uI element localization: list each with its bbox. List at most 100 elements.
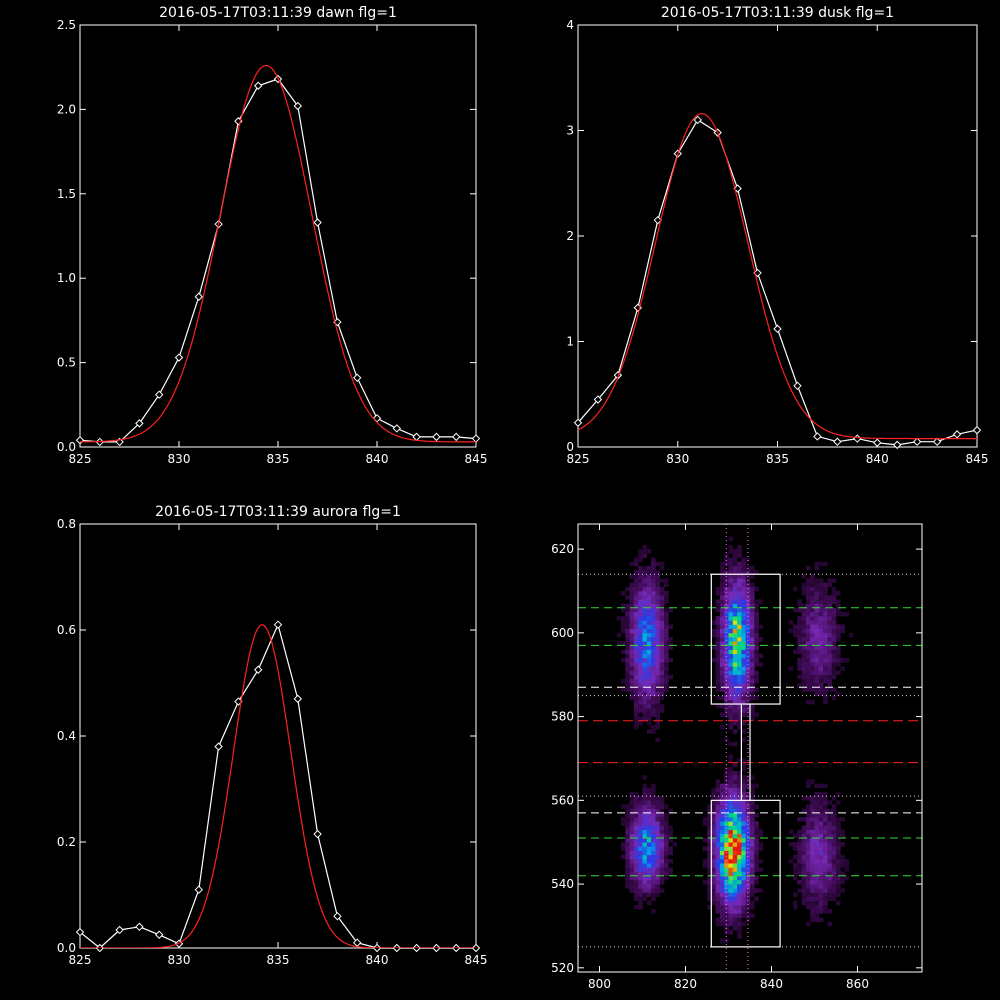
heatmap-cell bbox=[737, 699, 742, 705]
heatmap-cell bbox=[745, 867, 751, 872]
heatmap-cell bbox=[633, 561, 639, 567]
heatmap-cell bbox=[638, 637, 643, 642]
heatmap-cell bbox=[655, 683, 660, 688]
heatmap-cell bbox=[823, 611, 828, 617]
heatmap-cell bbox=[659, 624, 665, 629]
heatmap-cell bbox=[823, 699, 828, 705]
heatmap-cell bbox=[823, 645, 828, 650]
heatmap-cell bbox=[633, 905, 639, 910]
heatmap-cell bbox=[629, 691, 635, 696]
heatmap-cell bbox=[651, 670, 656, 675]
heatmap-cell bbox=[797, 662, 802, 667]
heatmap-cell bbox=[810, 674, 815, 680]
heatmap-cell bbox=[732, 591, 738, 596]
heatmap-cell bbox=[732, 699, 738, 705]
heatmap-cell bbox=[750, 863, 755, 868]
heatmap-cell bbox=[655, 859, 660, 864]
heatmap-cell bbox=[655, 570, 660, 575]
heatmap-cell bbox=[724, 900, 729, 906]
heatmap-cell bbox=[638, 570, 643, 575]
heatmap-cell bbox=[715, 812, 721, 818]
heatmap-cell bbox=[810, 917, 815, 923]
heatmap-cell bbox=[646, 632, 652, 638]
heatmap-cell bbox=[823, 691, 828, 696]
heatmap-cell bbox=[646, 574, 652, 579]
heatmap-cell bbox=[741, 812, 746, 818]
data-point bbox=[253, 81, 263, 90]
heatmap-cell bbox=[621, 804, 626, 809]
heatmap-cell bbox=[659, 859, 665, 864]
heatmap-cell bbox=[741, 632, 746, 638]
heatmap-cell bbox=[818, 829, 824, 835]
heatmap-cell bbox=[836, 637, 841, 642]
heatmap-cell bbox=[642, 699, 648, 705]
heatmap-cell bbox=[745, 829, 751, 835]
heatmap-cell bbox=[629, 678, 635, 684]
heatmap-cell bbox=[745, 695, 751, 701]
heatmap-cell bbox=[715, 863, 721, 868]
heatmap-cell bbox=[646, 658, 652, 663]
heatmap-cell bbox=[642, 888, 648, 893]
heatmap-cell bbox=[629, 854, 635, 860]
heatmap-cell bbox=[801, 653, 807, 659]
heatmap-cell bbox=[754, 641, 759, 646]
heatmap-cell bbox=[823, 658, 828, 663]
heatmap-cell bbox=[728, 687, 734, 692]
heatmap-cell bbox=[711, 838, 716, 843]
heatmap-cell bbox=[805, 888, 811, 893]
heatmap-cell bbox=[810, 846, 815, 851]
heatmap-cell bbox=[737, 670, 742, 675]
heatmap-cell bbox=[732, 921, 738, 927]
heatmap-cell bbox=[801, 842, 807, 847]
heatmap-cell bbox=[827, 628, 832, 634]
heatmap-cell bbox=[732, 850, 738, 856]
heatmap-cell bbox=[810, 879, 815, 885]
heatmap-cell bbox=[651, 570, 656, 575]
heatmap-cell bbox=[625, 867, 630, 872]
heatmap-cell bbox=[741, 909, 746, 914]
heatmap-cell bbox=[801, 662, 807, 667]
heatmap-cell bbox=[646, 637, 652, 642]
heatmap-cell bbox=[711, 787, 716, 793]
heatmap-cell bbox=[642, 607, 648, 613]
heatmap-cell bbox=[810, 892, 815, 897]
heatmap-cell bbox=[633, 879, 639, 885]
heatmap-cell bbox=[823, 838, 828, 843]
heatmap-cell bbox=[823, 905, 828, 910]
heatmap-cell bbox=[715, 662, 721, 667]
heatmap-cell bbox=[646, 683, 652, 688]
heatmap-cell bbox=[621, 821, 626, 826]
heatmap-cell bbox=[664, 674, 669, 680]
heatmap-cell bbox=[732, 578, 738, 583]
y-tick-label: 0.6 bbox=[57, 623, 76, 637]
heatmap-cell bbox=[638, 884, 643, 889]
heatmap-cell bbox=[737, 620, 742, 625]
heatmap-cell bbox=[745, 645, 751, 650]
heatmap-cell bbox=[750, 607, 755, 613]
heatmap-cell bbox=[728, 628, 734, 634]
heatmap-cell bbox=[758, 833, 764, 839]
heatmap-cell bbox=[719, 674, 725, 680]
heatmap-cell bbox=[741, 921, 746, 927]
heatmap-cell bbox=[831, 674, 837, 680]
heatmap-cell bbox=[810, 804, 815, 809]
heatmap-cell bbox=[664, 641, 669, 646]
heatmap-cell bbox=[659, 662, 665, 667]
heatmap-cell bbox=[732, 896, 738, 902]
heatmap-cell bbox=[754, 838, 759, 843]
data-point bbox=[892, 440, 902, 450]
heatmap-cell bbox=[646, 787, 652, 793]
heatmap-cell bbox=[633, 683, 639, 688]
heatmap-cell bbox=[646, 578, 652, 583]
heatmap-cell bbox=[638, 662, 643, 667]
heatmap-cell bbox=[642, 599, 648, 604]
heatmap-cell bbox=[737, 544, 742, 550]
heatmap-cell bbox=[629, 808, 635, 814]
heatmap-cell bbox=[724, 896, 729, 902]
heatmap-cell bbox=[836, 662, 841, 667]
heatmap-cell bbox=[625, 859, 630, 864]
heatmap-cell bbox=[625, 808, 630, 814]
heatmap-cell bbox=[827, 582, 832, 588]
heatmap-cell bbox=[629, 561, 635, 567]
heatmap-cell bbox=[836, 863, 841, 868]
